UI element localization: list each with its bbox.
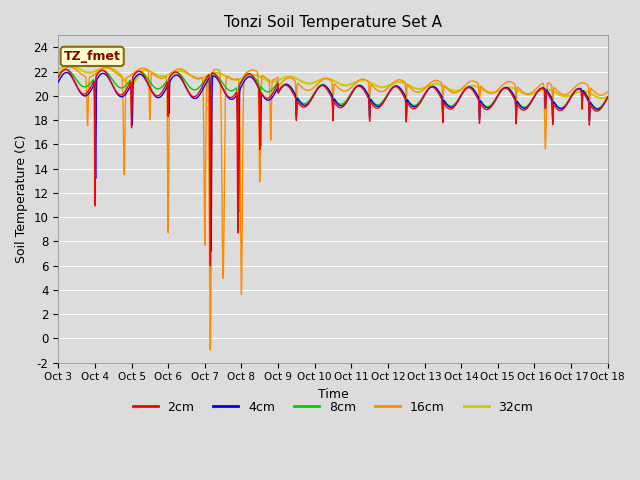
Line: 16cm: 16cm	[58, 67, 608, 350]
32cm	[66, 63, 74, 69]
2cm	[534, 88, 542, 94]
16cm	[289, 76, 297, 82]
Text: TZ_fmet: TZ_fmet	[64, 50, 121, 63]
Line: 2cm: 2cm	[58, 70, 608, 265]
16cm	[66, 64, 74, 70]
2cm	[266, 95, 273, 100]
8cm	[62, 67, 70, 72]
32cm	[150, 71, 157, 76]
32cm	[289, 74, 297, 80]
32cm	[604, 94, 612, 100]
16cm	[604, 89, 612, 95]
Y-axis label: Soil Temperature (C): Soil Temperature (C)	[15, 135, 28, 263]
2cm	[150, 91, 157, 96]
16cm	[593, 91, 601, 97]
2cm	[207, 263, 214, 268]
8cm	[234, 125, 242, 131]
Line: 4cm: 4cm	[58, 72, 608, 251]
16cm	[207, 347, 214, 353]
16cm	[266, 79, 273, 85]
8cm	[534, 88, 542, 94]
8cm	[593, 106, 601, 111]
4cm	[117, 94, 125, 100]
Title: Tonzi Soil Temperature Set A: Tonzi Soil Temperature Set A	[224, 15, 442, 30]
X-axis label: Time: Time	[317, 388, 348, 401]
8cm	[604, 94, 612, 100]
4cm	[150, 92, 157, 97]
32cm	[534, 89, 541, 95]
8cm	[150, 84, 157, 90]
4cm	[604, 95, 612, 100]
8cm	[54, 73, 62, 79]
16cm	[54, 71, 62, 76]
4cm	[63, 70, 70, 75]
2cm	[289, 91, 297, 96]
4cm	[207, 248, 215, 254]
8cm	[266, 89, 273, 95]
2cm	[54, 75, 62, 81]
4cm	[534, 88, 542, 94]
16cm	[534, 84, 542, 90]
32cm	[54, 67, 62, 72]
16cm	[117, 74, 125, 80]
16cm	[150, 72, 157, 77]
32cm	[598, 95, 606, 101]
32cm	[593, 94, 601, 100]
2cm	[117, 92, 125, 98]
32cm	[266, 78, 273, 84]
2cm	[62, 67, 70, 72]
4cm	[54, 79, 62, 85]
4cm	[289, 88, 297, 94]
8cm	[117, 85, 125, 91]
32cm	[117, 72, 125, 78]
8cm	[289, 87, 297, 93]
Line: 8cm: 8cm	[58, 70, 608, 128]
4cm	[266, 97, 273, 103]
Legend: 2cm, 4cm, 8cm, 16cm, 32cm: 2cm, 4cm, 8cm, 16cm, 32cm	[127, 396, 538, 419]
Line: 32cm: 32cm	[58, 66, 608, 98]
2cm	[604, 94, 612, 100]
4cm	[593, 107, 601, 112]
2cm	[593, 108, 601, 114]
